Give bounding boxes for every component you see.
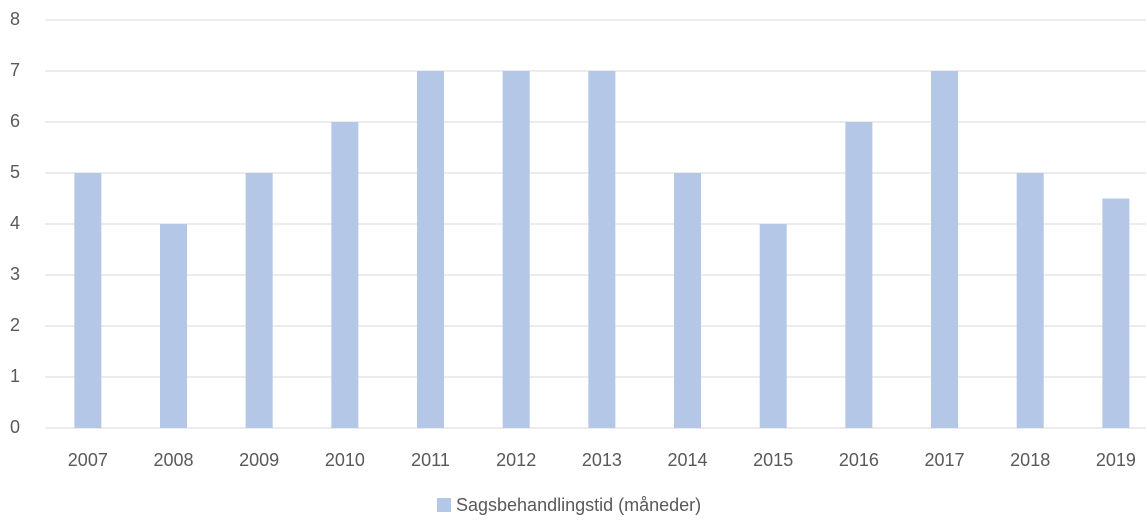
x-tick-label: 2018 bbox=[1010, 450, 1050, 470]
x-tick-label: 2017 bbox=[925, 450, 965, 470]
x-tick-label: 2008 bbox=[153, 450, 193, 470]
bar bbox=[245, 173, 273, 428]
x-tick-label: 2016 bbox=[839, 450, 879, 470]
x-tick-label: 2009 bbox=[239, 450, 279, 470]
bar bbox=[1102, 198, 1130, 428]
bar bbox=[588, 71, 616, 428]
x-tick-label: 2013 bbox=[582, 450, 622, 470]
y-tick-label: 0 bbox=[10, 417, 20, 437]
y-tick-label: 5 bbox=[10, 162, 20, 182]
x-tick-label: 2011 bbox=[411, 450, 450, 470]
bar bbox=[160, 224, 188, 428]
bar bbox=[502, 71, 530, 428]
bar bbox=[759, 224, 787, 428]
bar bbox=[931, 71, 959, 428]
x-tick-label: 2007 bbox=[68, 450, 108, 470]
bar bbox=[674, 173, 702, 428]
bar bbox=[74, 173, 102, 428]
bar bbox=[417, 71, 445, 428]
x-tick-label: 2010 bbox=[325, 450, 365, 470]
y-tick-label: 2 bbox=[10, 315, 20, 335]
x-tick-label: 2012 bbox=[496, 450, 536, 470]
legend-label: Sagsbehandlingstid (måneder) bbox=[456, 495, 701, 515]
bar bbox=[1016, 173, 1044, 428]
y-tick-label: 1 bbox=[10, 366, 20, 386]
y-tick-label: 6 bbox=[10, 111, 20, 131]
x-tick-label: 2015 bbox=[753, 450, 793, 470]
y-tick-label: 7 bbox=[10, 60, 20, 80]
bar bbox=[331, 122, 359, 428]
y-tick-label: 8 bbox=[10, 9, 20, 29]
y-tick-label: 4 bbox=[10, 213, 20, 233]
legend-swatch bbox=[437, 498, 451, 512]
x-tick-label: 2019 bbox=[1096, 450, 1136, 470]
y-tick-label: 3 bbox=[10, 264, 20, 284]
x-tick-label: 2014 bbox=[668, 450, 708, 470]
bar bbox=[845, 122, 873, 428]
